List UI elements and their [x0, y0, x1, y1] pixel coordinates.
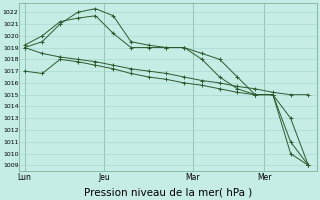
X-axis label: Pression niveau de la mer( hPa ): Pression niveau de la mer( hPa ) — [84, 187, 252, 197]
